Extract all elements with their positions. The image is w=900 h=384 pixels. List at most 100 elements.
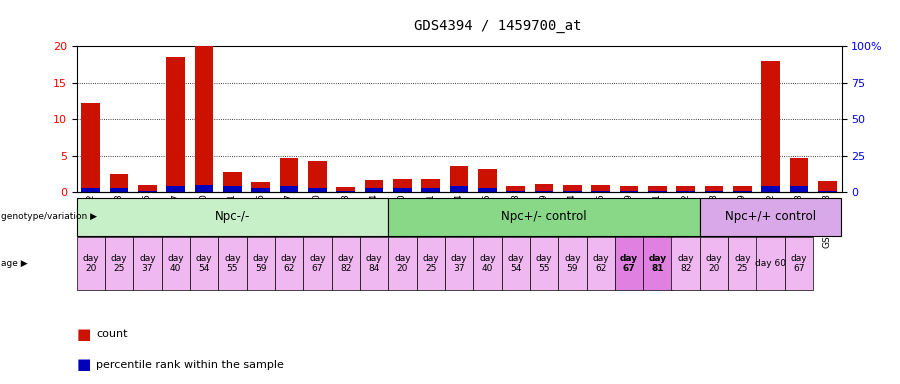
Bar (790, 158, 808, 192)
Text: GDS4394 / 1459700_at: GDS4394 / 1459700_at (414, 19, 581, 33)
Bar (190, 237, 218, 290)
Bar (818, 190, 836, 192)
Bar (761, 61, 780, 192)
Text: day
84: day 84 (365, 254, 382, 273)
Bar (677, 186, 695, 192)
Bar (280, 186, 298, 192)
Bar (308, 161, 327, 192)
Bar (393, 179, 411, 192)
Bar (558, 237, 587, 290)
Bar (337, 191, 355, 192)
Text: day
37: day 37 (139, 254, 156, 273)
Bar (450, 167, 468, 192)
Bar (82, 103, 100, 192)
Bar (360, 237, 388, 290)
Bar (700, 198, 842, 236)
Bar (166, 57, 184, 192)
Bar (82, 189, 100, 192)
Text: day
40: day 40 (479, 254, 496, 273)
Bar (308, 189, 327, 192)
Text: day
20: day 20 (706, 254, 723, 273)
Bar (388, 237, 417, 290)
Text: day
82: day 82 (678, 254, 694, 273)
Bar (478, 169, 497, 192)
Text: day
54: day 54 (508, 254, 524, 273)
Text: day
82: day 82 (338, 254, 354, 273)
Bar (535, 190, 554, 192)
Bar (761, 186, 780, 192)
Bar (700, 237, 728, 290)
Bar (591, 190, 610, 192)
Text: percentile rank within the sample: percentile rank within the sample (96, 360, 284, 370)
Bar (194, 185, 213, 192)
Bar (166, 186, 184, 192)
Text: age ▶: age ▶ (1, 259, 28, 268)
Bar (530, 237, 558, 290)
Bar (473, 237, 501, 290)
Text: Npc+/- control: Npc+/- control (501, 210, 587, 223)
Text: day
62: day 62 (592, 254, 609, 273)
Bar (620, 190, 638, 192)
Bar (393, 189, 411, 192)
Bar (138, 191, 157, 192)
Bar (331, 237, 360, 290)
Bar (104, 237, 133, 290)
Bar (507, 191, 525, 192)
Bar (734, 191, 752, 192)
Bar (274, 237, 303, 290)
Bar (223, 186, 241, 192)
Bar (223, 172, 241, 192)
Bar (194, 46, 213, 192)
Text: ■: ■ (76, 326, 91, 342)
Bar (705, 186, 724, 192)
Text: Npc+/+ control: Npc+/+ control (725, 210, 816, 223)
Text: day
25: day 25 (422, 254, 439, 273)
Text: day
40: day 40 (167, 254, 184, 273)
Bar (734, 186, 752, 192)
Text: genotype/variation ▶: genotype/variation ▶ (1, 212, 97, 222)
Text: day
20: day 20 (83, 254, 99, 273)
Bar (648, 190, 667, 192)
Text: day
67: day 67 (620, 254, 638, 273)
Text: day
67: day 67 (309, 254, 326, 273)
Bar (421, 179, 440, 192)
Bar (251, 182, 270, 192)
Bar (587, 237, 615, 290)
Bar (563, 190, 581, 192)
Text: day
37: day 37 (451, 254, 467, 273)
Bar (507, 186, 525, 192)
Bar (501, 237, 530, 290)
Bar (445, 237, 473, 290)
Bar (620, 186, 638, 192)
Text: day
25: day 25 (734, 254, 751, 273)
Bar (478, 189, 497, 192)
Bar (417, 237, 445, 290)
Bar (76, 198, 388, 236)
Bar (76, 237, 104, 290)
Bar (138, 185, 157, 192)
Bar (161, 237, 190, 290)
Bar (421, 189, 440, 192)
Text: day
59: day 59 (252, 254, 269, 273)
Text: Npc-/-: Npc-/- (214, 210, 250, 223)
Bar (247, 237, 274, 290)
Bar (790, 186, 808, 192)
Bar (110, 189, 128, 192)
Text: day
54: day 54 (195, 254, 212, 273)
Text: day
20: day 20 (394, 254, 410, 273)
Text: ■: ■ (76, 357, 91, 372)
Text: day
59: day 59 (564, 254, 580, 273)
Bar (133, 237, 161, 290)
Bar (251, 189, 270, 192)
Bar (450, 186, 468, 192)
Bar (303, 237, 331, 290)
Bar (591, 185, 610, 192)
Bar (535, 184, 554, 192)
Bar (218, 237, 247, 290)
Bar (818, 181, 836, 192)
Text: day 60: day 60 (755, 259, 787, 268)
Bar (728, 237, 757, 290)
Text: day
81: day 81 (648, 254, 666, 273)
Bar (757, 237, 785, 290)
Bar (615, 237, 644, 290)
